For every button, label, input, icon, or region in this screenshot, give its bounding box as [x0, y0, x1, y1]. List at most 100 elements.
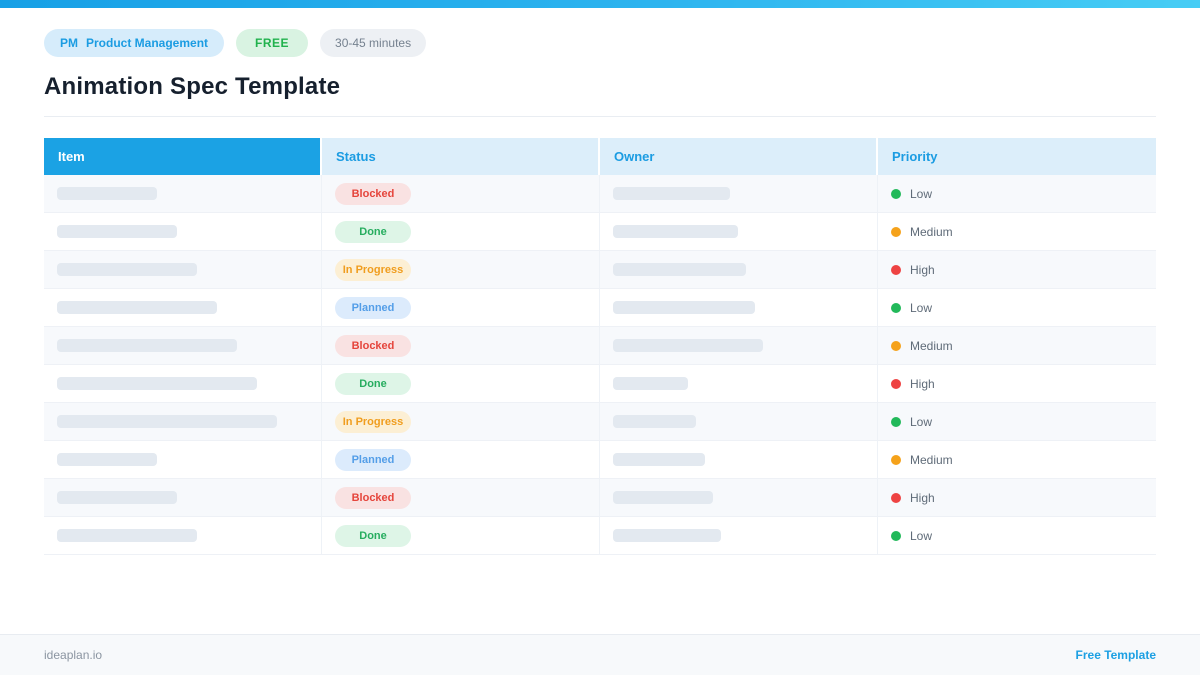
footer-site-name: ideaplan.io	[44, 648, 103, 662]
table-row: Done Low	[44, 517, 1156, 555]
table-row: Planned Low	[44, 289, 1156, 327]
priority-dot-icon	[891, 416, 901, 427]
owner-placeholder-bar	[613, 377, 688, 390]
column-header-owner: Owner	[600, 138, 878, 175]
item-cell	[44, 289, 322, 326]
table-row: Blocked High	[44, 479, 1156, 517]
owner-placeholder-bar	[613, 263, 746, 276]
owner-cell	[600, 403, 878, 440]
owner-placeholder-bar	[613, 339, 763, 352]
item-cell	[44, 213, 322, 250]
status-cell: In Progress	[322, 251, 600, 288]
priority-label: Low	[910, 300, 933, 315]
owner-cell	[600, 175, 878, 212]
priority-label: Medium	[910, 224, 953, 239]
status-cell: Planned	[322, 441, 600, 478]
priority-dot-icon	[891, 492, 901, 503]
table-header-row: Item Status Owner Priority	[44, 138, 1156, 175]
page-content: PM Product Management FREE 30-45 minutes…	[0, 29, 1200, 555]
owner-cell	[600, 251, 878, 288]
priority-cell: Medium	[878, 213, 1156, 250]
priority-cell: Low	[878, 517, 1156, 554]
owner-cell	[600, 441, 878, 478]
status-cell: Blocked	[322, 327, 600, 364]
status-cell: Done	[322, 365, 600, 402]
column-header-priority: Priority	[878, 138, 1156, 175]
status-cell: Done	[322, 517, 600, 554]
status-cell: Done	[322, 213, 600, 250]
owner-placeholder-bar	[613, 529, 721, 542]
page-title: Animation Spec Template	[44, 73, 341, 100]
column-header-status: Status	[322, 138, 600, 175]
category-badge: PM Product Management	[44, 29, 225, 57]
category-abbr: PM	[60, 36, 78, 50]
priority-cell: Medium	[878, 327, 1156, 364]
title-divider	[44, 116, 1156, 117]
priority-cell: Low	[878, 175, 1156, 212]
free-template-link[interactable]: Free Template	[1075, 648, 1156, 662]
item-placeholder-bar	[57, 491, 177, 504]
item-cell	[44, 479, 322, 516]
owner-placeholder-bar	[613, 301, 755, 314]
status-pill: In Progress	[335, 410, 411, 433]
top-accent-bar	[0, 0, 1200, 8]
status-pill: Planned	[335, 296, 411, 319]
table-row: Blocked Medium	[44, 327, 1156, 365]
item-cell	[44, 251, 322, 288]
priority-cell: High	[878, 479, 1156, 516]
priority-dot-icon	[891, 188, 901, 199]
priority-dot-icon	[891, 302, 901, 313]
priority-label: Medium	[910, 338, 953, 353]
priority-cell: High	[878, 365, 1156, 402]
table-row: Blocked Low	[44, 175, 1156, 213]
item-cell	[44, 441, 322, 478]
category-label: Product Management	[86, 36, 209, 50]
item-cell	[44, 403, 322, 440]
priority-dot-icon	[891, 340, 901, 351]
priority-label: Low	[910, 186, 933, 201]
table-row: Done Medium	[44, 213, 1156, 251]
status-pill: In Progress	[335, 258, 411, 281]
priority-label: High	[910, 490, 935, 505]
priority-dot-icon	[891, 378, 901, 389]
item-placeholder-bar	[57, 529, 197, 542]
status-cell: Blocked	[322, 175, 600, 212]
priority-label: Low	[910, 414, 933, 429]
free-badge: FREE	[236, 29, 309, 57]
owner-placeholder-bar	[613, 491, 713, 504]
table-row: In Progress Low	[44, 403, 1156, 441]
column-header-item: Item	[44, 138, 322, 175]
priority-dot-icon	[891, 530, 901, 541]
status-pill: Done	[335, 372, 411, 395]
owner-cell	[600, 213, 878, 250]
item-cell	[44, 365, 322, 402]
priority-cell: High	[878, 251, 1156, 288]
priority-label: Low	[910, 528, 933, 543]
duration-badge: 30-45 minutes	[320, 29, 427, 57]
item-placeholder-bar	[57, 301, 217, 314]
priority-dot-icon	[891, 226, 901, 237]
badge-row: PM Product Management FREE 30-45 minutes	[44, 29, 1156, 57]
item-placeholder-bar	[57, 415, 277, 428]
owner-cell	[600, 289, 878, 326]
owner-cell	[600, 327, 878, 364]
status-pill: Blocked	[335, 486, 411, 509]
item-placeholder-bar	[57, 453, 157, 466]
status-pill: Blocked	[335, 182, 411, 205]
item-placeholder-bar	[57, 187, 157, 200]
priority-dot-icon	[891, 264, 901, 275]
owner-cell	[600, 365, 878, 402]
status-pill: Planned	[335, 448, 411, 471]
status-cell: Blocked	[322, 479, 600, 516]
owner-placeholder-bar	[613, 225, 738, 238]
priority-cell: Medium	[878, 441, 1156, 478]
owner-placeholder-bar	[613, 453, 705, 466]
table-body: Blocked Low Done Medium In Progress	[44, 175, 1156, 555]
status-pill: Done	[335, 220, 411, 243]
owner-cell	[600, 479, 878, 516]
priority-label: High	[910, 376, 935, 391]
table-row: Done High	[44, 365, 1156, 403]
item-placeholder-bar	[57, 225, 177, 238]
status-pill: Done	[335, 524, 411, 547]
priority-dot-icon	[891, 454, 901, 465]
